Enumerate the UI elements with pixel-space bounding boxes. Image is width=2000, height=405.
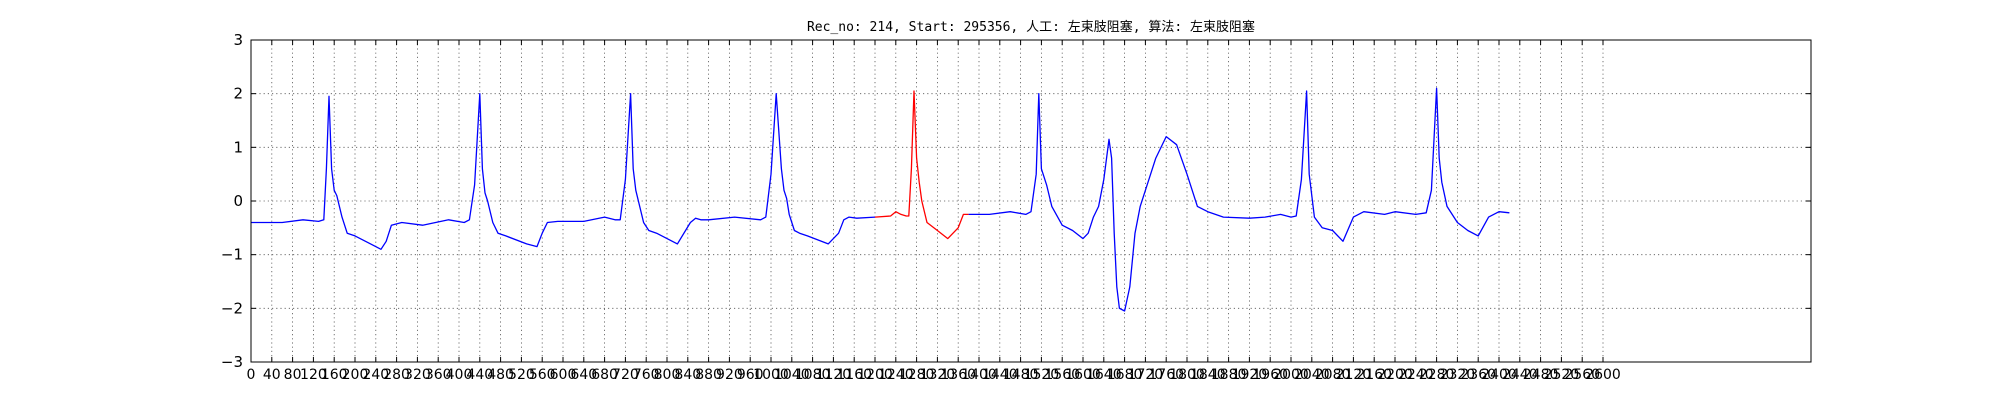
x-tick-label: 1880 <box>1211 367 1247 383</box>
x-tick-label: 1520 <box>1024 367 1060 383</box>
x-tick-label: 1320 <box>920 367 956 383</box>
y-tick-label: −2 <box>221 299 243 317</box>
x-tick-label: 1000 <box>753 367 789 383</box>
x-tick-label: 1760 <box>1148 367 1184 383</box>
x-tick-label: 120 <box>300 367 327 383</box>
x-tick-label: 2040 <box>1294 367 1330 383</box>
x-tick-label: 2400 <box>1481 367 1517 383</box>
x-tick-label: 360 <box>425 367 452 383</box>
x-tick-label: 160 <box>321 367 348 383</box>
x-tick-label: 1160 <box>836 367 872 383</box>
x-tick-label: 2200 <box>1377 367 1413 383</box>
y-tick-label: −3 <box>221 353 243 371</box>
x-tick-label: 2320 <box>1440 367 1476 383</box>
x-tick-label: 1480 <box>1003 367 1039 383</box>
x-tick-label: 960 <box>737 367 764 383</box>
x-tick-label: 2480 <box>1523 367 1559 383</box>
x-tick-label: 2440 <box>1502 367 1538 383</box>
axes-frame <box>250 39 1812 363</box>
x-tick-label: 480 <box>487 367 514 383</box>
x-tick-label: 600 <box>550 367 577 383</box>
x-tick-label: 200 <box>342 367 369 383</box>
x-tick-label: 1680 <box>1107 367 1143 383</box>
ecg-series-line-3 <box>968 87 1510 312</box>
x-tick-label: 2560 <box>1564 367 1600 383</box>
x-tick-label: 2000 <box>1273 367 1309 383</box>
y-tick-label: −1 <box>221 246 243 264</box>
y-tick-label: 0 <box>233 192 243 210</box>
x-tick-label: 1960 <box>1252 367 1288 383</box>
x-tick-label: 280 <box>383 367 410 383</box>
x-tick-label: 760 <box>633 367 660 383</box>
x-tick-label: 320 <box>404 367 431 383</box>
x-tick-label: 440 <box>466 367 493 383</box>
y-tick-label: 2 <box>233 85 243 103</box>
x-tick-label: 1640 <box>1086 367 1122 383</box>
x-tick-label: 920 <box>716 367 743 383</box>
x-tick-label: 2520 <box>1544 367 1580 383</box>
x-tick-label: 2240 <box>1398 367 1434 383</box>
x-tick-label: 1440 <box>982 367 1018 383</box>
x-tick-label: 1200 <box>857 367 893 383</box>
x-tick-label: 1600 <box>1065 367 1101 383</box>
y-tick-label: 1 <box>233 138 243 156</box>
x-tick-label: 1800 <box>1169 367 1205 383</box>
x-tick-label: 40 <box>263 367 281 383</box>
x-tick-label: 720 <box>612 367 639 383</box>
x-tick-label: 2360 <box>1460 367 1496 383</box>
x-tick-label: 2280 <box>1419 367 1455 383</box>
x-tick-label: 0 <box>247 367 256 383</box>
x-tick-label: 520 <box>508 367 535 383</box>
x-tick-label: 1560 <box>1044 367 1080 383</box>
x-tick-label: 1120 <box>816 367 852 383</box>
x-tick-label: 2080 <box>1315 367 1351 383</box>
x-tick-label: 2160 <box>1356 367 1392 383</box>
ecg-series-line-1 <box>251 93 876 250</box>
x-tick-label: 240 <box>362 367 389 383</box>
x-tick-label: 400 <box>446 367 473 383</box>
x-tick-label: 640 <box>570 367 597 383</box>
y-tick-label: 3 <box>233 31 243 49</box>
x-tick-label: 1720 <box>1128 367 1164 383</box>
x-tick-label: 1280 <box>899 367 935 383</box>
x-tick-label: 1400 <box>961 367 997 383</box>
x-tick-label: 1840 <box>1190 367 1226 383</box>
x-tick-label: 1040 <box>774 367 810 383</box>
x-tick-label: 1360 <box>940 367 976 383</box>
x-tick-label: 680 <box>591 367 618 383</box>
x-tick-label: 1240 <box>878 367 914 383</box>
x-tick-label: 880 <box>695 367 722 383</box>
x-tick-label: 2600 <box>1585 367 1621 383</box>
chart-title: Rec_no: 214, Start: 295356, 人工: 左束肢阻塞, 算… <box>806 20 1256 35</box>
x-tick-label: 80 <box>284 367 302 383</box>
x-tick-label: 840 <box>674 367 701 383</box>
x-tick-label: 1080 <box>795 367 831 383</box>
x-tick-label: 1920 <box>1232 367 1268 383</box>
ecg-series-line-2 <box>874 90 969 240</box>
x-tick-label: 560 <box>529 367 556 383</box>
x-tick-label: 800 <box>654 367 681 383</box>
x-tick-label: 2120 <box>1336 367 1372 383</box>
